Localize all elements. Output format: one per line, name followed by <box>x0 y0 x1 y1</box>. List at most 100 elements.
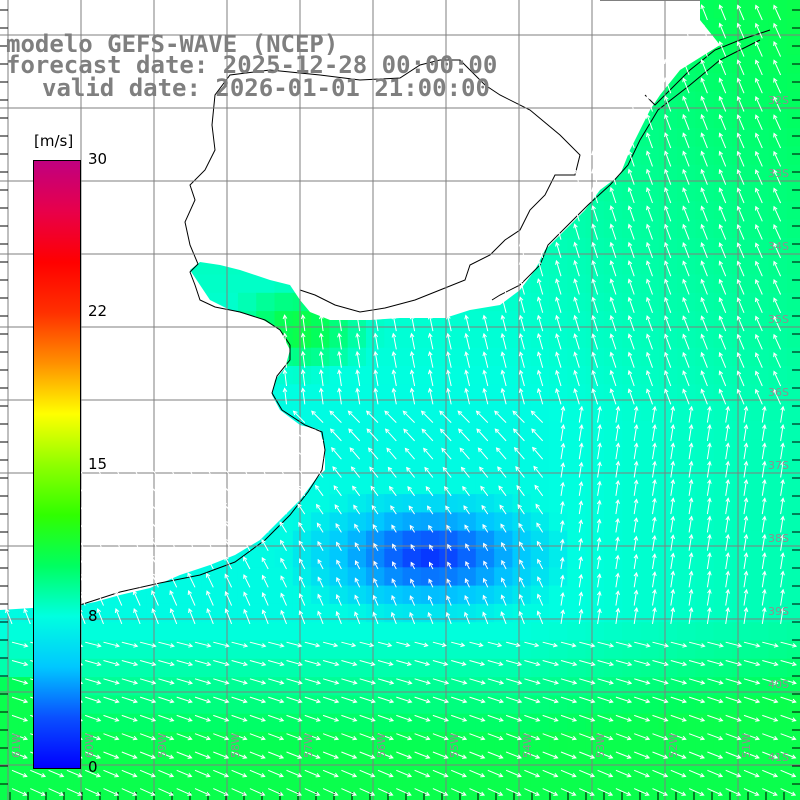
wind-cell <box>183 585 202 605</box>
wind-cell <box>640 512 660 532</box>
wind-cell <box>384 494 404 513</box>
wind-arrow <box>482 523 489 533</box>
wind-arrow <box>373 387 379 405</box>
wind-arrow <box>318 350 324 368</box>
wind-arrow <box>578 500 584 515</box>
wind-arrow <box>524 751 541 759</box>
wind-arrow <box>537 558 544 570</box>
wind-arrow <box>670 460 676 478</box>
wind-arrow <box>186 536 196 551</box>
wind-cell <box>585 695 605 715</box>
lat-label: 41S <box>768 751 789 764</box>
wind-cell <box>439 695 459 715</box>
wind-arrow <box>725 533 730 551</box>
wind-cell <box>640 567 660 587</box>
wind-cell <box>585 603 605 623</box>
wind-arrow <box>512 410 525 423</box>
wind-cell <box>658 695 678 715</box>
wind-arrow <box>359 660 376 667</box>
wind-arrow <box>403 428 415 442</box>
wind-cell <box>658 109 678 129</box>
wind-arrow <box>700 278 708 295</box>
wind-arrow <box>743 660 761 667</box>
wind-arrow <box>652 641 670 648</box>
wind-cell <box>347 713 367 733</box>
wind-cell <box>677 347 696 367</box>
wind-arrow <box>627 168 635 185</box>
wind-arrow <box>743 769 760 778</box>
wind-cell <box>603 750 623 770</box>
wind-arrow <box>542 678 559 685</box>
wind-arrow <box>627 150 635 167</box>
wind-cell <box>457 603 477 623</box>
wind-cell <box>622 329 642 349</box>
wind-cell <box>549 622 568 642</box>
wind-arrow <box>373 314 379 332</box>
colorbar-unit: [m/s] <box>34 132 74 150</box>
wind-arrow <box>755 205 763 222</box>
wind-arrow <box>725 696 742 704</box>
wind-cell <box>677 494 696 513</box>
wind-cell <box>292 713 312 733</box>
wind-arrow <box>762 641 779 648</box>
wind-arrow <box>706 552 712 570</box>
wind-cell <box>457 549 477 568</box>
wind-arrow <box>536 332 544 350</box>
wind-cell <box>768 18 788 38</box>
wind-arrow <box>682 150 690 167</box>
wind-cell <box>640 128 660 147</box>
wind-arrow <box>725 769 742 778</box>
wind-cell <box>567 750 587 770</box>
wind-arrow <box>184 482 196 497</box>
wind-arrow <box>224 573 233 588</box>
wind-cell <box>567 457 587 477</box>
wind-cell <box>732 292 751 312</box>
wind-arrow <box>664 168 672 185</box>
wind-cell <box>347 750 367 770</box>
wind-cell <box>695 420 715 440</box>
wind-cell <box>713 329 733 349</box>
wind-arrow <box>725 660 743 667</box>
wind-arrow <box>213 769 230 778</box>
wind-cell <box>347 530 367 550</box>
wind-cell <box>640 146 660 166</box>
wind-arrow <box>516 485 525 497</box>
wind-arrow <box>718 388 727 405</box>
wind-cell <box>329 494 349 513</box>
wind-cell <box>494 732 513 751</box>
wind-arrow <box>573 333 580 350</box>
wind-arrow <box>500 369 507 387</box>
wind-arrow <box>402 410 415 423</box>
wind-cell <box>402 420 422 440</box>
wind-cell <box>750 366 770 385</box>
wind-arrow <box>194 788 211 796</box>
wind-cell <box>329 512 349 532</box>
wind-cell <box>622 567 642 587</box>
wind-cell <box>292 402 312 422</box>
wind-arrow <box>139 788 156 796</box>
wind-cell <box>677 146 696 166</box>
wind-arrow <box>780 696 797 704</box>
wind-arrow <box>542 641 559 648</box>
wind-arrow <box>755 95 763 112</box>
wind-arrow <box>718 370 727 387</box>
wind-cell <box>622 402 642 422</box>
wind-cell <box>567 603 587 623</box>
wind-arrow <box>591 186 599 204</box>
wind-cell <box>0 658 19 678</box>
wind-cell <box>768 256 788 276</box>
wind-arrow <box>176 696 193 704</box>
coastline <box>79 0 771 606</box>
wind-cell <box>768 420 788 440</box>
wind-cell <box>713 219 733 239</box>
wind-arrow <box>615 607 621 624</box>
wind-cell <box>695 183 715 202</box>
wind-arrow <box>725 678 742 685</box>
wind-arrow <box>670 696 687 704</box>
wind-arrow <box>780 641 798 648</box>
wind-cell <box>750 549 770 568</box>
wind-arrow <box>634 641 651 648</box>
wind-cell <box>237 549 257 568</box>
wind-arrow <box>736 95 745 112</box>
